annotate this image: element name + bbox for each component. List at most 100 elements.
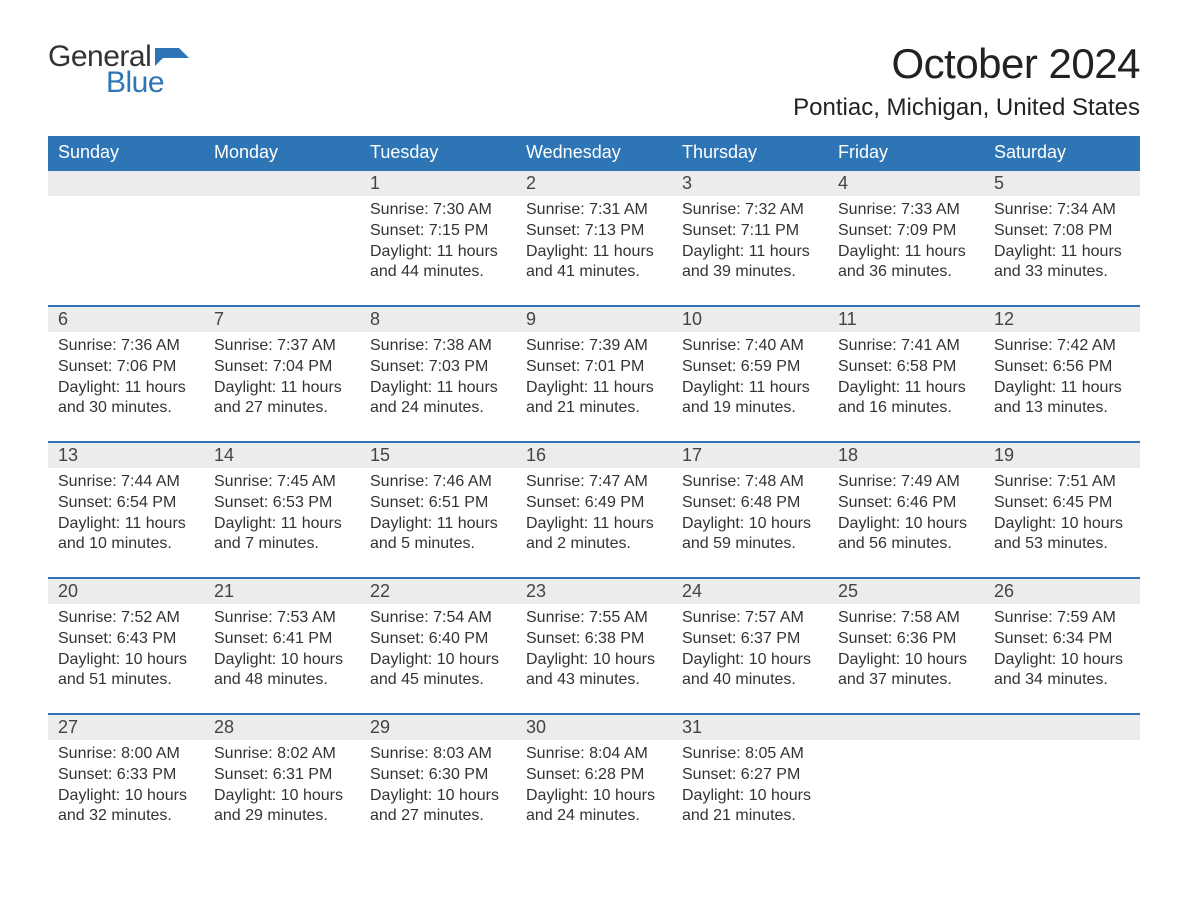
sunset-text: Sunset: 7:06 PM bbox=[58, 357, 194, 378]
day-cell: Sunrise: 7:55 AMSunset: 6:38 PMDaylight:… bbox=[516, 604, 672, 714]
daynum-cell: 27 bbox=[48, 714, 204, 740]
day-cell: Sunrise: 8:03 AMSunset: 6:30 PMDaylight:… bbox=[360, 740, 516, 850]
dl1-text: Daylight: 11 hours bbox=[526, 242, 662, 263]
dl1-text: Daylight: 11 hours bbox=[526, 514, 662, 535]
sunrise-text: Sunrise: 7:37 AM bbox=[214, 336, 350, 357]
day-cell: Sunrise: 7:42 AMSunset: 6:56 PMDaylight:… bbox=[984, 332, 1140, 442]
sunset-text: Sunset: 7:09 PM bbox=[838, 221, 974, 242]
day-number: 26 bbox=[994, 581, 1014, 601]
sunset-text: Sunset: 6:56 PM bbox=[994, 357, 1130, 378]
daynum-cell: 23 bbox=[516, 578, 672, 604]
daynum-cell: 13 bbox=[48, 442, 204, 468]
dl1-text: Daylight: 10 hours bbox=[682, 650, 818, 671]
brand-word2: Blue bbox=[106, 66, 164, 100]
sunrise-text: Sunrise: 7:45 AM bbox=[214, 472, 350, 493]
sunset-text: Sunset: 6:41 PM bbox=[214, 629, 350, 650]
daynum-cell: 19 bbox=[984, 442, 1140, 468]
dl2-text: and 10 minutes. bbox=[58, 534, 194, 555]
day-cell: Sunrise: 7:48 AMSunset: 6:48 PMDaylight:… bbox=[672, 468, 828, 578]
dl2-text: and 30 minutes. bbox=[58, 398, 194, 419]
day-cell: Sunrise: 7:46 AMSunset: 6:51 PMDaylight:… bbox=[360, 468, 516, 578]
day-number: 10 bbox=[682, 309, 702, 329]
dl2-text: and 19 minutes. bbox=[682, 398, 818, 419]
day-number: 16 bbox=[526, 445, 546, 465]
day-cell: Sunrise: 8:05 AMSunset: 6:27 PMDaylight:… bbox=[672, 740, 828, 850]
daynum-cell: 29 bbox=[360, 714, 516, 740]
sunset-text: Sunset: 7:04 PM bbox=[214, 357, 350, 378]
col-tuesday: Tuesday bbox=[360, 136, 516, 170]
day-cell: Sunrise: 7:52 AMSunset: 6:43 PMDaylight:… bbox=[48, 604, 204, 714]
daynum-cell: 5 bbox=[984, 170, 1140, 196]
day-cell: Sunrise: 7:53 AMSunset: 6:41 PMDaylight:… bbox=[204, 604, 360, 714]
daynum-cell: 15 bbox=[360, 442, 516, 468]
daynum-cell: 6 bbox=[48, 306, 204, 332]
header: General Blue October 2024 Pontiac, Michi… bbox=[48, 40, 1140, 122]
sunset-text: Sunset: 6:59 PM bbox=[682, 357, 818, 378]
calendar-table: Sunday Monday Tuesday Wednesday Thursday… bbox=[48, 136, 1140, 850]
sunrise-text: Sunrise: 7:55 AM bbox=[526, 608, 662, 629]
daynum-cell: 24 bbox=[672, 578, 828, 604]
col-saturday: Saturday bbox=[984, 136, 1140, 170]
day-cell: Sunrise: 7:58 AMSunset: 6:36 PMDaylight:… bbox=[828, 604, 984, 714]
col-friday: Friday bbox=[828, 136, 984, 170]
sunrise-text: Sunrise: 7:30 AM bbox=[370, 200, 506, 221]
daynum-cell bbox=[48, 170, 204, 196]
daynum-cell: 30 bbox=[516, 714, 672, 740]
day-cell: Sunrise: 7:45 AMSunset: 6:53 PMDaylight:… bbox=[204, 468, 360, 578]
sunrise-text: Sunrise: 7:57 AM bbox=[682, 608, 818, 629]
dl2-text: and 24 minutes. bbox=[526, 806, 662, 827]
sunset-text: Sunset: 6:48 PM bbox=[682, 493, 818, 514]
day-cell: Sunrise: 8:04 AMSunset: 6:28 PMDaylight:… bbox=[516, 740, 672, 850]
dl1-text: Daylight: 10 hours bbox=[994, 650, 1130, 671]
dl2-text: and 44 minutes. bbox=[370, 262, 506, 283]
day-number: 18 bbox=[838, 445, 858, 465]
day-cell bbox=[984, 740, 1140, 850]
sunset-text: Sunset: 6:46 PM bbox=[838, 493, 974, 514]
sunset-text: Sunset: 6:28 PM bbox=[526, 765, 662, 786]
week-row: Sunrise: 7:36 AMSunset: 7:06 PM Daylight:… bbox=[48, 332, 1140, 442]
daynum-cell: 10 bbox=[672, 306, 828, 332]
dl1-text: Daylight: 10 hours bbox=[58, 786, 194, 807]
dl1-text: Daylight: 11 hours bbox=[370, 378, 506, 399]
sunset-text: Sunset: 7:03 PM bbox=[370, 357, 506, 378]
sunset-text: Sunset: 7:01 PM bbox=[526, 357, 662, 378]
day-cell: Sunrise: 7:36 AMSunset: 7:06 PMDaylight:… bbox=[48, 332, 204, 442]
dl2-text: and 33 minutes. bbox=[994, 262, 1130, 283]
sunrise-text: Sunrise: 7:47 AM bbox=[526, 472, 662, 493]
sunrise-text: Sunrise: 7:41 AM bbox=[838, 336, 974, 357]
week-row: Sunrise: 8:00 AMSunset: 6:33 PMDaylight:… bbox=[48, 740, 1140, 850]
dl2-text: and 48 minutes. bbox=[214, 670, 350, 691]
sunrise-text: Sunrise: 7:39 AM bbox=[526, 336, 662, 357]
dl1-text: Daylight: 10 hours bbox=[58, 650, 194, 671]
dl1-text: Daylight: 10 hours bbox=[214, 786, 350, 807]
daynum-cell: 7 bbox=[204, 306, 360, 332]
daynum-row: 2728293031 bbox=[48, 714, 1140, 740]
day-number: 2 bbox=[526, 173, 536, 193]
daynum-cell: 4 bbox=[828, 170, 984, 196]
dl2-text: and 51 minutes. bbox=[58, 670, 194, 691]
day-number: 15 bbox=[370, 445, 390, 465]
daynum-cell bbox=[828, 714, 984, 740]
day-number: 9 bbox=[526, 309, 536, 329]
dl2-text: and 34 minutes. bbox=[994, 670, 1130, 691]
day-number: 3 bbox=[682, 173, 692, 193]
col-sunday: Sunday bbox=[48, 136, 204, 170]
dl1-text: Daylight: 10 hours bbox=[526, 786, 662, 807]
day-number: 21 bbox=[214, 581, 234, 601]
sunset-text: Sunset: 6:37 PM bbox=[682, 629, 818, 650]
sunset-text: Sunset: 6:40 PM bbox=[370, 629, 506, 650]
sunrise-text: Sunrise: 7:36 AM bbox=[58, 336, 194, 357]
dl2-text: and 21 minutes. bbox=[526, 398, 662, 419]
dl2-text: and 45 minutes. bbox=[370, 670, 506, 691]
dl1-text: Daylight: 10 hours bbox=[682, 786, 818, 807]
daynum-cell: 11 bbox=[828, 306, 984, 332]
sunrise-text: Sunrise: 7:46 AM bbox=[370, 472, 506, 493]
sunrise-text: Sunrise: 7:59 AM bbox=[994, 608, 1130, 629]
col-monday: Monday bbox=[204, 136, 360, 170]
sunset-text: Sunset: 7:13 PM bbox=[526, 221, 662, 242]
day-number: 4 bbox=[838, 173, 848, 193]
dl2-text: and 32 minutes. bbox=[58, 806, 194, 827]
dl1-text: Daylight: 11 hours bbox=[214, 378, 350, 399]
sunset-text: Sunset: 6:27 PM bbox=[682, 765, 818, 786]
sunset-text: Sunset: 6:30 PM bbox=[370, 765, 506, 786]
